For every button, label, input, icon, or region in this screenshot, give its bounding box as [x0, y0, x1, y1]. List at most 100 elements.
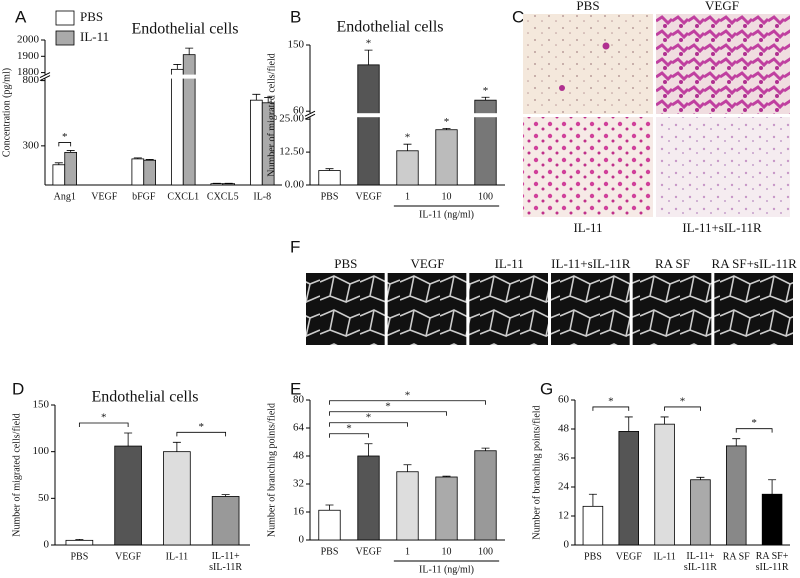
bar [654, 423, 675, 546]
bracket [58, 142, 72, 147]
x-tick-label: PBS [321, 546, 339, 557]
x-tick-label: IL-11+ sIL-11R [209, 551, 242, 573]
error-bar [660, 416, 669, 425]
bar [357, 455, 380, 541]
y-tick-label: 100 [33, 445, 50, 457]
bar [211, 496, 240, 546]
bracket [176, 431, 227, 437]
error-bar [173, 64, 182, 70]
y-tick-label: 16 [293, 506, 305, 518]
bar [474, 99, 497, 186]
significance: * [199, 421, 205, 433]
chart-title: Endothelial cells [91, 389, 198, 406]
bar [396, 150, 419, 186]
micrograph [387, 273, 467, 345]
error-bar [732, 438, 741, 446]
x-tick-label: PBS [321, 191, 339, 202]
micrograph [551, 273, 630, 345]
significance: * [405, 132, 411, 144]
error-bar [124, 432, 133, 447]
y-tick-label: 0 [44, 539, 50, 551]
x-tick-label: 1 [405, 546, 410, 557]
y-tick-label: 25.00 [279, 113, 304, 125]
chart-title: Endothelial cells [336, 19, 443, 36]
significance: * [101, 412, 107, 424]
significance: * [62, 131, 68, 143]
error-bar [403, 143, 412, 151]
bar [318, 509, 341, 541]
bar [210, 183, 224, 186]
x-tick-label: 10 [442, 546, 452, 557]
panel-label: B [290, 7, 301, 26]
micrograph [523, 14, 653, 114]
x-tick-label: PBS [584, 551, 602, 562]
error-bar [442, 475, 451, 477]
x-tick-label: 1 [405, 191, 410, 202]
bar [222, 183, 236, 186]
y-tick-label: 50 [38, 492, 50, 504]
error-bar [133, 157, 142, 159]
x-tick-label: VEGF [355, 191, 382, 202]
bar [761, 493, 783, 546]
bracket [664, 406, 701, 411]
bar [64, 151, 78, 186]
bar [318, 170, 341, 186]
y-tick-label: 1800 [17, 66, 40, 78]
image-label: PBS [576, 0, 599, 13]
significance: * [680, 395, 686, 407]
error-bar [696, 476, 705, 480]
axis-break-mark [304, 110, 316, 120]
y-tick-label: 0 [299, 534, 305, 546]
x-tick-label: VEGF [355, 546, 382, 557]
y-tick-label: 60 [558, 394, 570, 406]
x-tick-label: RA SF+ sIL-11R [756, 551, 789, 573]
y-tick-label: 64 [293, 422, 305, 434]
bracket [735, 428, 773, 433]
bracket [329, 400, 486, 405]
y-tick-label: 12 [558, 510, 569, 522]
y-tick-label: 24 [558, 481, 570, 493]
image-label: IL-11 [573, 220, 602, 235]
y-tick-label: 48 [558, 423, 570, 435]
error-bar [66, 150, 75, 153]
error-bar [172, 441, 181, 452]
error-bar [221, 494, 230, 497]
y-tick-label: 0 [564, 539, 570, 551]
bar [357, 64, 380, 186]
x-tick-label: Ang1 [54, 191, 76, 202]
bar [249, 99, 263, 186]
x-tick-label: CXCL5 [207, 191, 239, 202]
bar [182, 54, 196, 186]
legend-swatch [55, 10, 75, 26]
bar [131, 158, 145, 186]
y-tick-label: 800 [23, 74, 40, 86]
micrograph [656, 117, 790, 217]
x-tick-label: 100 [478, 191, 493, 202]
axis-break [39, 74, 282, 79]
cell [559, 85, 565, 91]
micrograph [656, 14, 790, 114]
bar [52, 164, 66, 186]
error-bar [325, 168, 334, 171]
bracket [329, 433, 369, 438]
legend-swatch [55, 30, 75, 46]
y-tick-label: 60 [293, 105, 305, 117]
y-tick-label: 12.50 [279, 146, 304, 158]
micrograph [714, 273, 793, 345]
error-bar [588, 493, 597, 507]
panel-label: D [12, 379, 24, 398]
image-label: VEGF [705, 0, 739, 13]
image-label: RA SF+sIL-11R [712, 256, 798, 271]
x-tick-label: IL-11+ sIL-11R [684, 551, 717, 573]
image-label: PBS [334, 256, 357, 271]
bar [114, 445, 142, 546]
x-tick-label: IL-8 [253, 191, 271, 202]
legend-label: IL-11 [80, 29, 109, 44]
y-tick-label: 150 [288, 39, 305, 51]
x-tick-label: VEGF [616, 551, 643, 562]
bar [618, 431, 640, 546]
bar [163, 451, 191, 546]
panel-label: C [512, 7, 524, 26]
image-label: IL-11+sIL-11R [682, 220, 762, 235]
